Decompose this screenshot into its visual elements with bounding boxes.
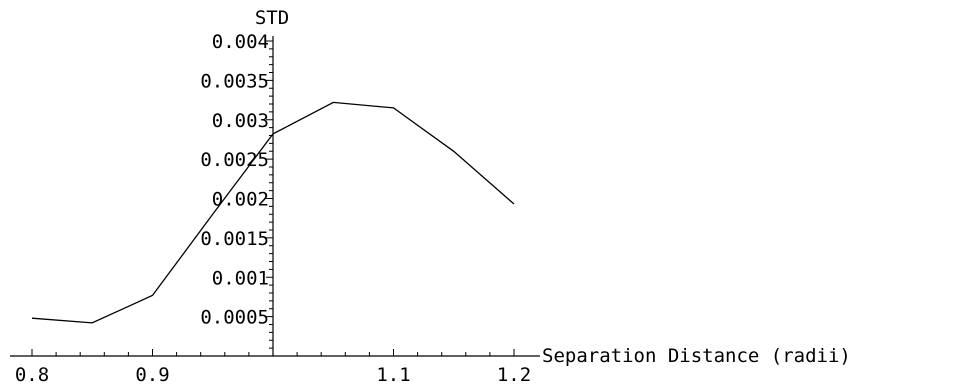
y-tick-label: 0.0035 <box>200 70 269 92</box>
y-tick-label: 0.0025 <box>200 149 269 171</box>
y-tick-label: 0.002 <box>212 189 269 211</box>
y-tick-label: 0.003 <box>212 110 269 132</box>
x-ticks <box>31 349 515 356</box>
y-tick-label: 0.0005 <box>200 307 269 329</box>
y-tick-label: 0.004 <box>212 31 269 53</box>
x-axis-label: Separation Distance (radii) <box>542 345 851 367</box>
y-axis-label: STD <box>255 7 289 29</box>
y-tick-label: 0.0015 <box>200 228 269 250</box>
series-line <box>31 101 515 324</box>
y-tick-labels: 0.0005 0.001 0.0015 0.002 0.0025 0.003 0.0035 0… <box>200 31 269 329</box>
x-tick-labels: 0.8 0.9 1.1 1.2 <box>15 364 531 384</box>
x-tick-label: 0.9 <box>135 364 169 384</box>
x-tick-label: 0.8 <box>15 364 49 384</box>
x-tick-label: 1.2 <box>497 364 531 384</box>
x-tick-label: 1.1 <box>376 364 410 384</box>
y-tick-label: 0.001 <box>212 267 269 289</box>
